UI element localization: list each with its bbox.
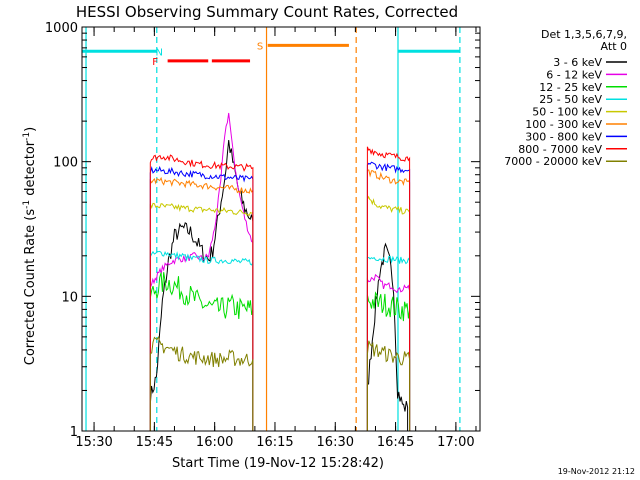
series-line	[149, 336, 254, 431]
y-tick-label: 1	[70, 425, 78, 440]
x-tick-label: 17:00	[437, 435, 474, 450]
legend-label: 300 - 800 keV	[525, 130, 602, 143]
series-line	[149, 202, 254, 431]
legend-label: 25 - 50 keV	[539, 93, 602, 106]
y-axis-label: Corrected Count Rate (s-1 detector-1)	[22, 127, 38, 365]
x-tick-label: 16:00	[196, 435, 233, 450]
flag-label: S	[257, 41, 263, 52]
x-tick-label: 15:45	[136, 435, 173, 450]
flag-label: N	[155, 47, 162, 58]
series-line	[149, 176, 254, 431]
x-tick-label: 16:30	[317, 435, 354, 450]
flag-label: F	[152, 57, 158, 68]
y-tick-label: 1000	[45, 21, 78, 36]
legend-header-line-2: Att 0	[601, 40, 627, 53]
chart-title: HESSI Observing Summary Count Rates, Cor…	[76, 3, 458, 21]
series-line	[366, 242, 409, 431]
timestamp: 19-Nov-2012 21:12	[558, 467, 635, 476]
x-tick-label: 16:45	[377, 435, 414, 450]
series-line	[366, 273, 411, 431]
observation-markers	[85, 27, 461, 431]
series-line	[366, 161, 411, 431]
legend-label: 100 - 300 keV	[525, 118, 602, 131]
series-line	[149, 112, 254, 431]
legend-label: 3 - 6 keV	[553, 56, 602, 69]
axis-ticks: 1 10 100 1000 15:30 15:45 16:00 16:15 16:30 16:45…	[45, 21, 480, 450]
series-line	[366, 169, 411, 431]
legend-label: 12 - 25 keV	[539, 81, 602, 94]
y-tick-label: 10	[61, 290, 78, 305]
series-line	[366, 255, 411, 431]
y-tick-label: 100	[53, 156, 78, 171]
x-tick-label: 16:15	[256, 435, 293, 450]
series-line	[149, 154, 254, 431]
legend-label: 800 - 7000 keV	[518, 143, 602, 156]
legend-header-line-1: Det 1,3,5,6,7,9,	[541, 28, 627, 41]
x-axis-label: Start Time (19-Nov-12 15:28:42)	[172, 456, 384, 471]
legend-label: 6 - 12 keV	[546, 68, 602, 81]
series-line	[366, 340, 411, 431]
series-line	[149, 272, 254, 431]
series-line	[149, 250, 254, 431]
plot-frame	[81, 26, 481, 432]
legend-label: 50 - 100 keV	[532, 106, 602, 119]
series-line	[366, 195, 411, 431]
legend-label: 7000 - 20000 keV	[504, 155, 602, 168]
series-lines	[149, 112, 411, 431]
flag-bars: NF S	[82, 41, 460, 68]
x-tick-label: 15:30	[75, 435, 112, 450]
series-line	[366, 291, 411, 431]
series-line	[366, 146, 411, 431]
series-line	[149, 165, 254, 431]
